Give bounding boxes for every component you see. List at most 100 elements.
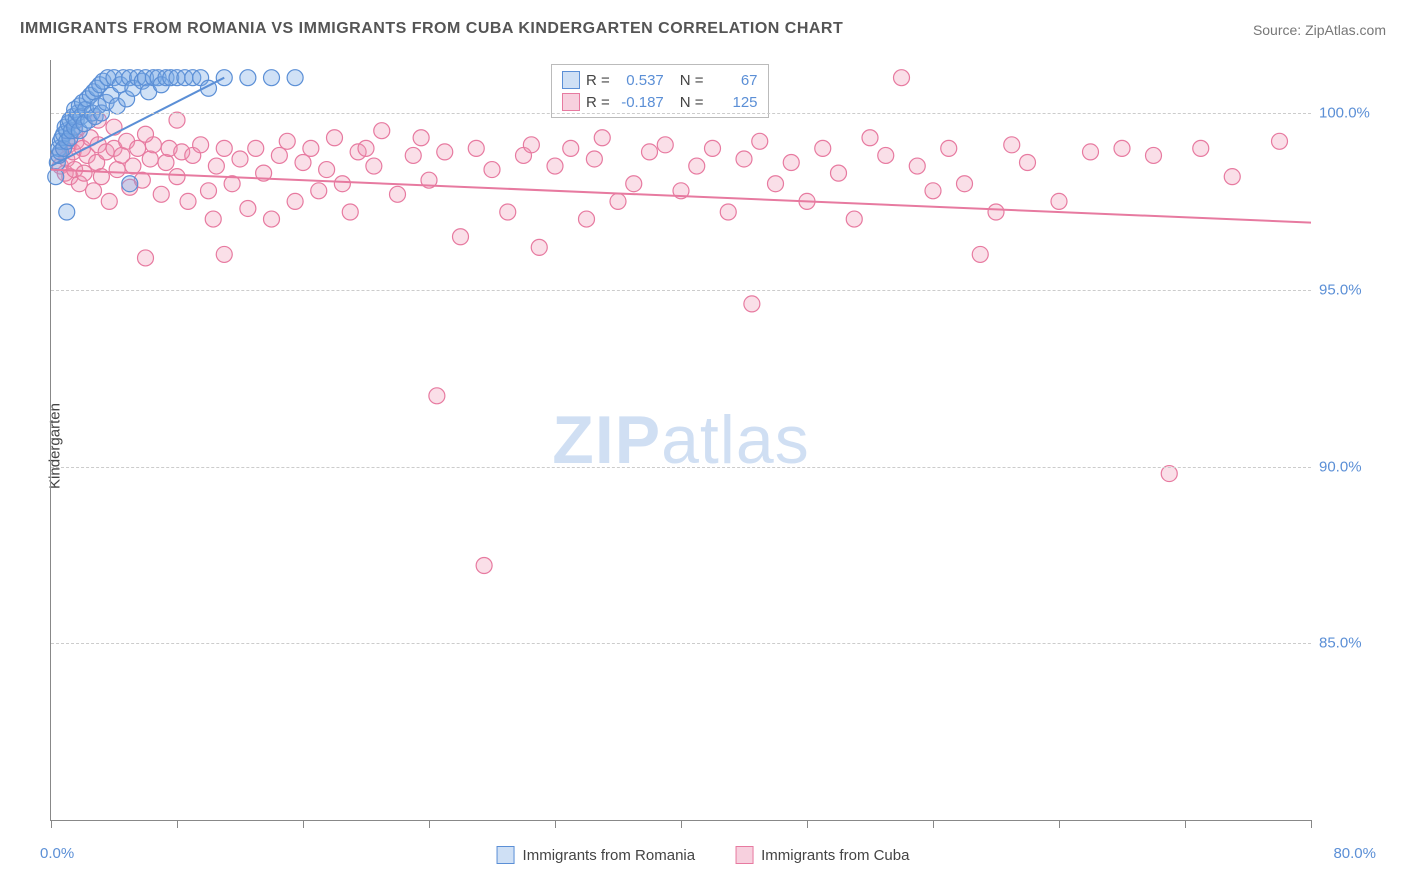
- data-point: [295, 155, 311, 171]
- data-point: [264, 211, 280, 227]
- data-point: [831, 165, 847, 181]
- data-point: [208, 158, 224, 174]
- chart-title: IMMIGRANTS FROM ROMANIA VS IMMIGRANTS FR…: [20, 20, 843, 38]
- data-point: [957, 176, 973, 192]
- data-point: [125, 158, 141, 174]
- data-point: [500, 204, 516, 220]
- data-point: [205, 211, 221, 227]
- x-tick: [681, 820, 682, 828]
- bottom-legend: Immigrants from Romania Immigrants from …: [497, 846, 910, 864]
- data-point: [413, 130, 429, 146]
- data-point: [342, 204, 358, 220]
- gridline: [51, 290, 1311, 291]
- data-point: [579, 211, 595, 227]
- data-point: [453, 229, 469, 245]
- data-point: [594, 130, 610, 146]
- data-point: [366, 158, 382, 174]
- data-point: [271, 147, 287, 163]
- data-point: [610, 193, 626, 209]
- trend-line: [51, 170, 1311, 223]
- data-point: [240, 200, 256, 216]
- gridline: [51, 467, 1311, 468]
- scatter-svg: [51, 60, 1311, 820]
- data-point: [153, 186, 169, 202]
- legend-swatch-icon: [562, 93, 580, 111]
- data-point: [563, 140, 579, 156]
- data-point: [626, 176, 642, 192]
- stats-row: R =0.537N =67: [562, 69, 758, 91]
- source-label: Source: ZipAtlas.com: [1253, 22, 1386, 38]
- x-tick: [51, 820, 52, 828]
- data-point: [138, 126, 154, 142]
- stats-n-label: N =: [680, 72, 704, 89]
- data-point: [531, 239, 547, 255]
- data-point: [201, 183, 217, 199]
- data-point: [925, 183, 941, 199]
- data-point: [180, 193, 196, 209]
- x-tick: [429, 820, 430, 828]
- stats-r-value: -0.187: [616, 94, 664, 111]
- y-tick-label: 100.0%: [1319, 105, 1379, 122]
- data-point: [909, 158, 925, 174]
- data-point: [846, 211, 862, 227]
- stats-n-value: 67: [710, 72, 758, 89]
- data-point: [547, 158, 563, 174]
- data-point: [1114, 140, 1130, 156]
- data-point: [334, 176, 350, 192]
- data-point: [232, 151, 248, 167]
- stats-r-label: R =: [586, 94, 610, 111]
- data-point: [358, 140, 374, 156]
- data-point: [303, 140, 319, 156]
- data-point: [752, 133, 768, 149]
- data-point: [744, 296, 760, 312]
- data-point: [768, 176, 784, 192]
- data-point: [429, 388, 445, 404]
- data-point: [405, 147, 421, 163]
- data-point: [941, 140, 957, 156]
- y-tick-label: 95.0%: [1319, 281, 1379, 298]
- plot-area: ZIPatlas R =0.537N =67R =-0.187N =125 85…: [50, 60, 1311, 821]
- x-tick: [177, 820, 178, 828]
- data-point: [1161, 466, 1177, 482]
- data-point: [1083, 144, 1099, 160]
- data-point: [1020, 155, 1036, 171]
- data-point: [484, 162, 500, 178]
- stats-r-label: R =: [586, 72, 610, 89]
- data-point: [76, 165, 92, 181]
- data-point: [1224, 169, 1240, 185]
- legend-item-cuba: Immigrants from Cuba: [735, 846, 909, 864]
- data-point: [130, 140, 146, 156]
- data-point: [1146, 147, 1162, 163]
- x-tick: [555, 820, 556, 828]
- data-point: [327, 130, 343, 146]
- data-point: [86, 183, 102, 199]
- legend-swatch-icon: [497, 846, 515, 864]
- data-point: [122, 176, 138, 192]
- data-point: [689, 158, 705, 174]
- x-max-label: 80.0%: [1333, 845, 1376, 862]
- data-point: [1193, 140, 1209, 156]
- data-point: [158, 155, 174, 171]
- data-point: [287, 70, 303, 86]
- x-tick: [1311, 820, 1312, 828]
- gridline: [51, 113, 1311, 114]
- data-point: [988, 204, 1004, 220]
- data-point: [705, 140, 721, 156]
- data-point: [138, 250, 154, 266]
- x-tick: [933, 820, 934, 828]
- y-tick-label: 90.0%: [1319, 458, 1379, 475]
- legend-swatch-icon: [562, 71, 580, 89]
- data-point: [311, 183, 327, 199]
- legend-label: Immigrants from Romania: [523, 847, 696, 864]
- data-point: [1051, 193, 1067, 209]
- data-point: [1272, 133, 1288, 149]
- data-point: [216, 140, 232, 156]
- data-point: [437, 144, 453, 160]
- data-point: [48, 169, 64, 185]
- data-point: [169, 112, 185, 128]
- legend-swatch-icon: [735, 846, 753, 864]
- data-point: [972, 246, 988, 262]
- data-point: [248, 140, 264, 156]
- data-point: [59, 204, 75, 220]
- data-point: [523, 137, 539, 153]
